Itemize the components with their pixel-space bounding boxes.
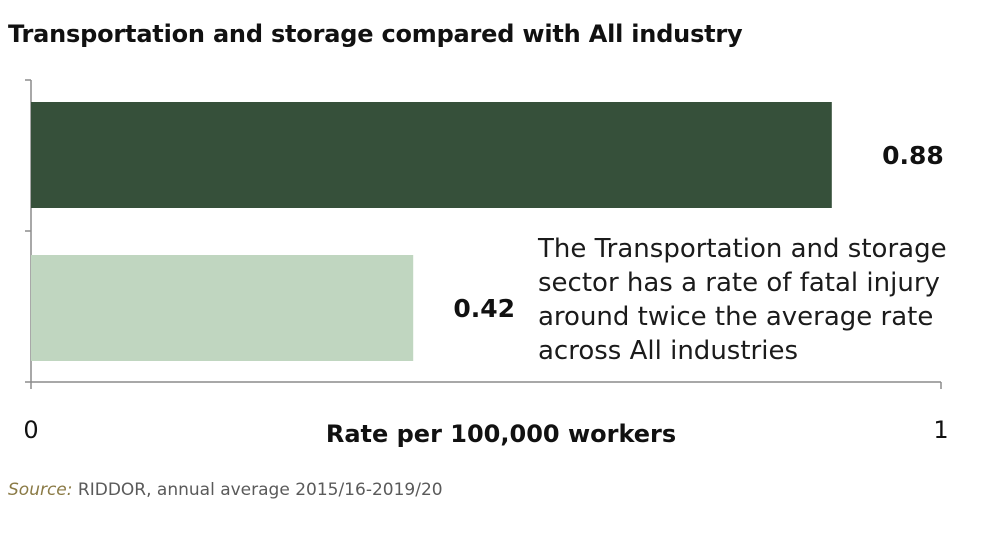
source-text: RIDDOR, annual average 2015/16-2019/20 <box>72 480 443 500</box>
bar-value-label: 0.88 <box>882 141 944 170</box>
chart-title: Transportation and storage compared with… <box>8 20 743 48</box>
chart-annotation: The Transportation and storage sector ha… <box>538 234 947 366</box>
bar <box>31 255 414 361</box>
source-note: Source: RIDDOR, annual average 2015/16-2… <box>8 480 443 500</box>
x-tick-label: 0 <box>23 416 38 444</box>
bar <box>31 102 832 208</box>
chart-labels: 0 1 Rate per 100,000 workers 0.88 0.42 <box>23 141 948 448</box>
source-label: Source: <box>8 480 73 500</box>
chart-bars <box>31 102 832 361</box>
x-tick-label: 1 <box>933 416 948 444</box>
x-axis-title: Rate per 100,000 workers <box>326 420 676 448</box>
bar-value-label: 0.42 <box>453 294 515 323</box>
